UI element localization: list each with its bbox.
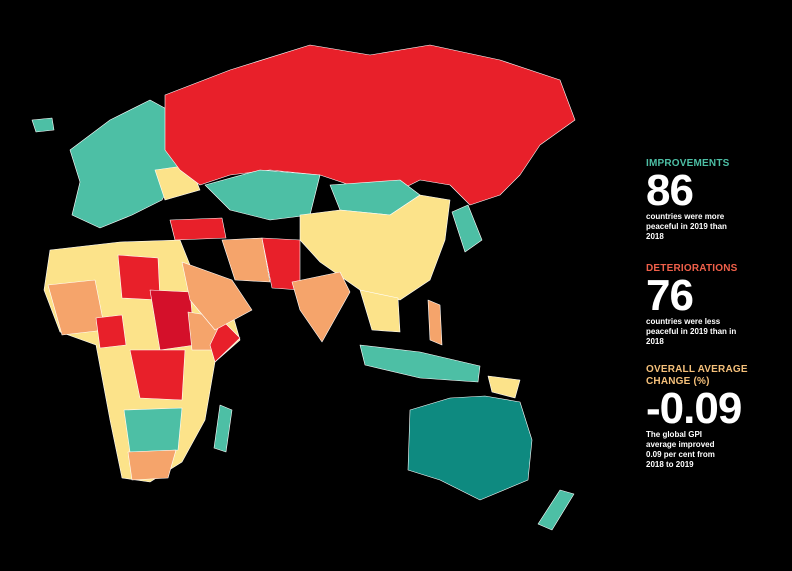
stat-heading: OVERALL AVERAGE CHANGE (%) — [646, 364, 748, 387]
stat-heading: IMPROVEMENTS — [646, 158, 730, 169]
stat-text: countries were more peaceful in 2019 tha… — [646, 212, 727, 241]
nigeria — [95, 314, 127, 349]
iceland — [31, 117, 55, 133]
stat-text: The global GPI average improved 0.09 per… — [646, 430, 715, 469]
indonesia — [359, 344, 481, 383]
new-zealand — [537, 489, 575, 531]
somalia — [209, 319, 241, 363]
iran — [221, 237, 271, 283]
stat-text: countries were less peaceful in 2019 tha… — [646, 317, 737, 346]
stat-number: -0.09 — [646, 384, 742, 433]
arabia — [181, 261, 253, 331]
australia — [407, 395, 533, 501]
turkey — [169, 217, 227, 241]
madagascar — [213, 404, 233, 453]
philippines — [427, 299, 443, 346]
stat-overall: OVERALL AVERAGE CHANGE (%) -0.09 The glo… — [646, 364, 776, 470]
stat-number: 76 — [646, 271, 694, 320]
south-east-asia — [359, 289, 401, 333]
europe — [69, 99, 179, 229]
central-africa — [129, 349, 186, 401]
south-africa — [127, 449, 177, 481]
india — [291, 271, 351, 343]
west-africa — [47, 279, 106, 336]
papua — [487, 375, 521, 399]
stat-improvements: IMPROVEMENTS 86 countries were more peac… — [646, 158, 776, 242]
stat-number: 86 — [646, 166, 694, 215]
southern-africa — [123, 407, 183, 453]
stat-heading: DETERIORATIONS — [646, 263, 738, 274]
russia — [164, 44, 576, 206]
japan — [451, 204, 483, 253]
stat-deteriorations: DETERIORATIONS 76 countries were less pe… — [646, 263, 776, 347]
